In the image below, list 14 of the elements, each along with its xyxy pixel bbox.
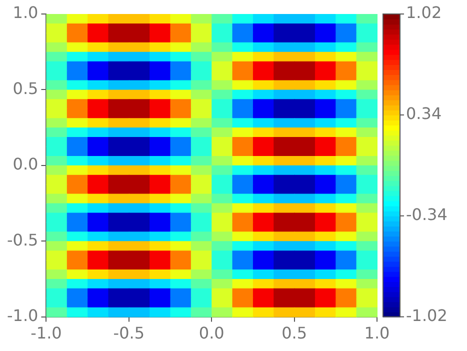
y-tick-label: -1.0 bbox=[7, 306, 38, 325]
y-tick-label: 1.0 bbox=[12, 3, 38, 22]
color-bar-label: 1.02 bbox=[406, 3, 442, 22]
x-tick-label: 0.5 bbox=[282, 324, 308, 343]
x-tick-label: -1.0 bbox=[30, 324, 62, 343]
color-bar-label: -1.02 bbox=[406, 306, 448, 325]
x-tick-label: 1.0 bbox=[364, 324, 390, 343]
y-tick-label: 0.5 bbox=[12, 78, 38, 98]
y-tick-label: -0.5 bbox=[7, 230, 38, 250]
x-tick-label: -0.5 bbox=[113, 324, 145, 343]
color-bar-label: -0.34 bbox=[406, 205, 448, 224]
y-tick-label: 0.0 bbox=[12, 154, 38, 174]
x-tick-label: 0.0 bbox=[198, 324, 224, 343]
color-bar-label: 0.34 bbox=[406, 104, 442, 124]
